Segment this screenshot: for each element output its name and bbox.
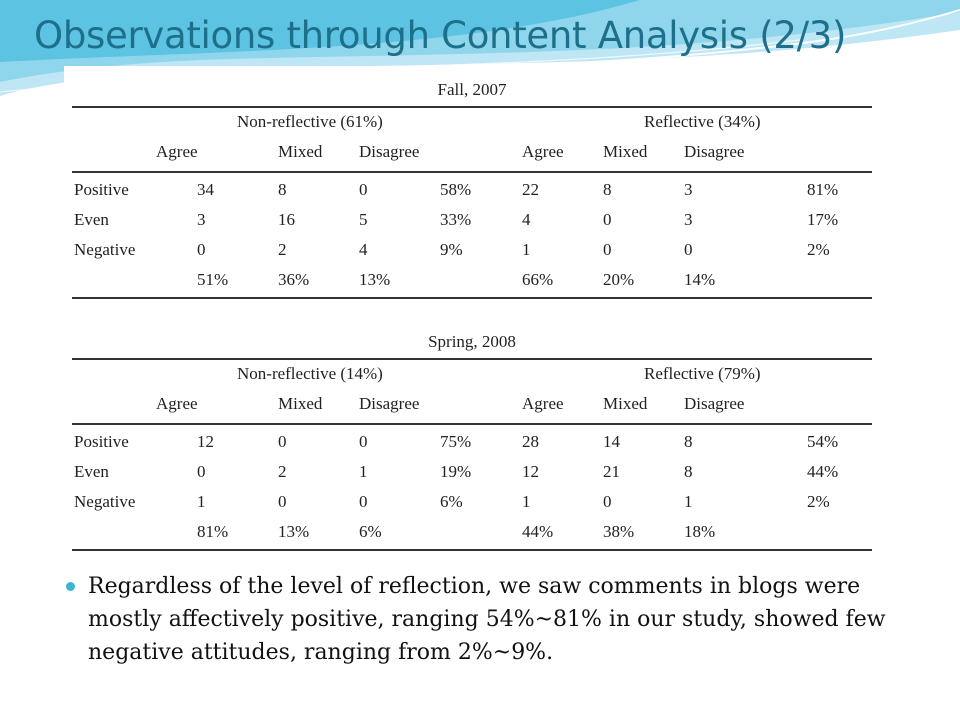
cell: 4 <box>522 210 531 229</box>
cell: 1 <box>522 240 531 259</box>
col-header-mixed: Mixed <box>603 394 648 413</box>
table-title: Spring, 2008 <box>428 332 516 351</box>
cell-column-total: 13% <box>359 270 391 289</box>
cell: 16 <box>278 210 295 229</box>
header-rule <box>72 423 872 425</box>
row-label-even: Even <box>74 462 109 481</box>
col-header-agree: Agree <box>522 142 564 161</box>
cell: 0 <box>197 240 206 259</box>
cell: 0 <box>684 240 693 259</box>
group-label-non-reflective: Non-reflective (61%) <box>237 112 383 131</box>
table-spring-2008: Spring, 2008 Non-reflective (14%) Reflec… <box>72 328 872 564</box>
col-header-disagree: Disagree <box>684 394 745 413</box>
cell: 0 <box>278 432 287 451</box>
col-header-disagree: Disagree <box>684 142 745 161</box>
row-label-positive: Positive <box>74 432 129 451</box>
row-label-positive: Positive <box>74 180 129 199</box>
bullet-dot-icon <box>66 582 75 591</box>
cell: 34 <box>197 180 214 199</box>
cell: 8 <box>278 180 287 199</box>
slide-title: Observations through Content Analysis (2… <box>34 14 847 57</box>
cell-column-total: 66% <box>522 270 554 289</box>
cell: 2 <box>278 240 287 259</box>
cell-column-total: 6% <box>359 522 382 541</box>
cell: 0 <box>603 210 612 229</box>
table-title: Fall, 2007 <box>437 80 507 99</box>
cell-column-total: 44% <box>522 522 554 541</box>
cell-row-percent: 81% <box>807 180 839 199</box>
bottom-rule <box>72 297 872 299</box>
cell-column-total: 81% <box>197 522 229 541</box>
cell: 0 <box>197 462 206 481</box>
cell: 14 <box>603 432 620 451</box>
cell: 8 <box>603 180 612 199</box>
cell: 22 <box>522 180 539 199</box>
cell: 0 <box>359 432 368 451</box>
row-label-negative: Negative <box>74 240 136 259</box>
cell: 1 <box>359 462 368 481</box>
cell-row-percent: 2% <box>807 240 830 259</box>
header-rule <box>72 171 872 173</box>
cell-column-total: 51% <box>197 270 229 289</box>
row-label-even: Even <box>74 210 109 229</box>
cell: 8 <box>684 462 693 481</box>
cell-row-percent: 2% <box>807 492 830 511</box>
col-header-mixed: Mixed <box>603 142 648 161</box>
cell-column-total: 20% <box>603 270 635 289</box>
cell-row-percent: 17% <box>807 210 839 229</box>
table-fall-2007: Fall, 2007 Non-reflective (61%) Reflecti… <box>72 76 872 312</box>
col-header-disagree: Disagree <box>359 394 420 413</box>
bullet-text: Regardless of the level of reflection, w… <box>88 574 886 665</box>
cell-row-percent: 44% <box>807 462 839 481</box>
cell: 0 <box>359 492 368 511</box>
cell-column-total: 38% <box>603 522 635 541</box>
cell: 12 <box>522 462 539 481</box>
cell-row-percent: 9% <box>440 240 463 259</box>
col-header-agree: Agree <box>156 394 198 413</box>
cell: 28 <box>522 432 539 451</box>
bullet-list: Regardless of the level of reflection, w… <box>66 570 886 669</box>
cell-column-total: 18% <box>684 522 716 541</box>
cell: 0 <box>603 240 612 259</box>
cell-row-percent: 19% <box>440 462 472 481</box>
cell: 1 <box>522 492 531 511</box>
cell-row-percent: 58% <box>440 180 472 199</box>
cell: 2 <box>278 462 287 481</box>
col-header-disagree: Disagree <box>359 142 420 161</box>
cell: 8 <box>684 432 693 451</box>
cell: 1 <box>684 492 693 511</box>
cell: 0 <box>603 492 612 511</box>
cell: 5 <box>359 210 368 229</box>
row-label-negative: Negative <box>74 492 136 511</box>
cell: 21 <box>603 462 620 481</box>
header-wave-decoration <box>0 0 960 105</box>
bottom-rule <box>72 549 872 551</box>
col-header-agree: Agree <box>156 142 198 161</box>
cell: 3 <box>684 180 693 199</box>
col-header-agree: Agree <box>522 394 564 413</box>
cell: 0 <box>278 492 287 511</box>
col-header-mixed: Mixed <box>278 394 323 413</box>
cell: 0 <box>359 180 368 199</box>
group-label-non-reflective: Non-reflective (14%) <box>237 364 383 383</box>
cell-column-total: 13% <box>278 522 310 541</box>
cell: 1 <box>197 492 206 511</box>
col-header-mixed: Mixed <box>278 142 323 161</box>
tables-panel: Fall, 2007 Non-reflective (61%) Reflecti… <box>64 66 879 556</box>
cell: 3 <box>197 210 206 229</box>
top-rule <box>72 106 872 108</box>
cell: 12 <box>197 432 214 451</box>
cell: 4 <box>359 240 368 259</box>
cell: 3 <box>684 210 693 229</box>
cell-row-percent: 6% <box>440 492 463 511</box>
cell-row-percent: 75% <box>440 432 472 451</box>
group-label-reflective: Reflective (34%) <box>644 112 761 131</box>
cell-column-total: 36% <box>278 270 310 289</box>
group-label-reflective: Reflective (79%) <box>644 364 761 383</box>
cell-row-percent: 54% <box>807 432 839 451</box>
cell-row-percent: 33% <box>440 210 472 229</box>
cell-column-total: 14% <box>684 270 716 289</box>
bullet-item: Regardless of the level of reflection, w… <box>66 570 886 669</box>
top-rule <box>72 358 872 360</box>
